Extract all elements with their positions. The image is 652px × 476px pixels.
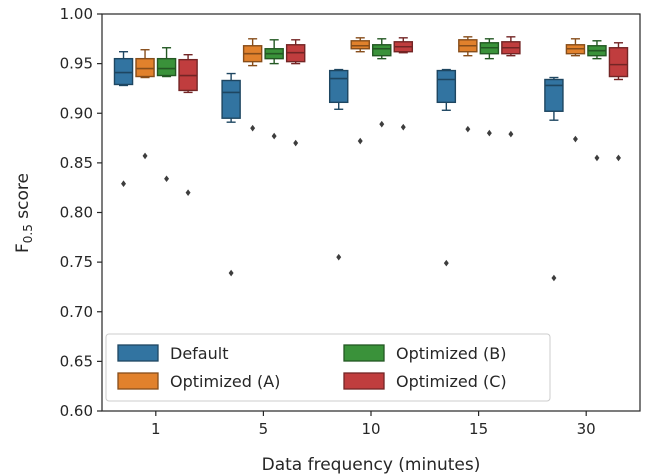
- box-body: [135, 57, 155, 78]
- outlier-point: [164, 175, 170, 183]
- box-body: [608, 47, 629, 78]
- box-optimized-b-10: [372, 38, 392, 128]
- outlier-point: [185, 189, 191, 196]
- outlier-point: [271, 132, 277, 140]
- outlier-point: [594, 154, 600, 162]
- box-optimized-b-1: [156, 47, 177, 183]
- y-tick-label: 0.75: [60, 253, 93, 271]
- legend-label: Optimized (A): [170, 372, 280, 391]
- legend-swatch: [117, 372, 159, 390]
- outlier-point: [400, 123, 406, 131]
- outlier-point: [293, 139, 299, 147]
- legend-frame: [105, 333, 551, 402]
- legend-label: Default: [170, 344, 228, 363]
- box-optimized-c-5: [285, 39, 306, 147]
- box-body: [372, 44, 392, 57]
- y-tick-label: 0.90: [60, 104, 93, 122]
- outlier-point: [616, 154, 621, 162]
- y-tick-label: 0.95: [60, 55, 93, 73]
- box-optimized-a-15: [458, 36, 478, 133]
- outlier-point: [379, 120, 385, 128]
- y-axis-label-main: F: [13, 243, 33, 253]
- box-default-10: [328, 68, 349, 261]
- plot-frame: [101, 13, 641, 412]
- outlier-point: [465, 125, 471, 133]
- plot-marks: [113, 36, 629, 282]
- y-axis: 0.60 0.65 0.70 0.75 0.80 0.85 0.90 0.95 1.00: [60, 5, 102, 420]
- outlier-point: [443, 259, 449, 267]
- y-axis-label: F0.5 score: [13, 173, 35, 253]
- outlier-point: [572, 135, 578, 143]
- y-tick-label: 1.00: [60, 5, 93, 23]
- legend-swatch: [343, 372, 385, 390]
- box-body: [350, 40, 370, 50]
- y-axis-label-suffix: score: [13, 173, 33, 224]
- y-tick-label: 0.70: [60, 303, 93, 321]
- box-body: [436, 69, 457, 104]
- box-default-15: [436, 68, 457, 267]
- legend-swatch: [343, 344, 385, 362]
- x-tick-label: 5: [259, 420, 269, 438]
- box-default-30: [544, 76, 564, 282]
- box-default-1: [113, 51, 134, 188]
- box-default-5: [221, 72, 241, 277]
- box-optimized-c-15: [501, 36, 521, 138]
- box-body: [544, 78, 564, 112]
- box-optimized-b-30: [587, 40, 607, 162]
- outlier-point: [142, 152, 148, 160]
- outlier-point: [486, 129, 492, 137]
- legend-label: Optimized (B): [396, 344, 506, 363]
- legend-item: Optimized (B): [343, 344, 506, 363]
- legend: Default Optimized (A) Optimized (B) Optimiz…: [105, 333, 551, 402]
- box-optimized-a-5: [242, 38, 263, 132]
- box-body: [113, 57, 134, 86]
- y-tick-label: 0.65: [60, 352, 93, 370]
- box-optimized-c-30: [608, 42, 629, 162]
- outlier-point: [551, 274, 557, 282]
- x-axis: 1 5 10 15 30: [151, 411, 596, 438]
- box-optimized-a-30: [565, 38, 586, 143]
- outlier-point: [357, 137, 363, 145]
- x-tick-label: 15: [469, 420, 488, 438]
- box-optimized-c-1: [178, 53, 198, 196]
- x-tick-label: 1: [151, 420, 161, 438]
- box-optimized-a-1: [135, 49, 155, 160]
- box-body: [156, 57, 177, 77]
- box-optimized-b-15: [479, 38, 500, 137]
- y-tick-label: 0.85: [60, 154, 93, 172]
- outlier-point: [121, 180, 126, 188]
- y-tick-label: 0.80: [60, 204, 93, 222]
- y-tick-label: 0.60: [60, 402, 93, 420]
- legend-item: Optimized (C): [343, 372, 507, 391]
- y-axis-label-subscript: 0.5: [21, 224, 35, 243]
- legend-item: Optimized (A): [117, 372, 280, 391]
- x-axis-label: Data frequency (minutes): [262, 455, 481, 475]
- legend-item: Default: [117, 344, 228, 363]
- outlier-point: [336, 253, 342, 261]
- x-tick-label: 10: [361, 420, 380, 438]
- box-optimized-a-10: [350, 37, 370, 145]
- box-body: [221, 79, 241, 119]
- outlier-point: [508, 130, 514, 138]
- outlier-point: [250, 124, 256, 132]
- box-body: [328, 69, 349, 104]
- legend-swatch: [117, 344, 159, 362]
- x-tick-label: 30: [577, 420, 596, 438]
- legend-label: Optimized (C): [396, 372, 507, 391]
- box-optimized-b-5: [264, 39, 284, 140]
- box-optimized-c-10: [393, 37, 414, 131]
- outlier-point: [228, 269, 234, 277]
